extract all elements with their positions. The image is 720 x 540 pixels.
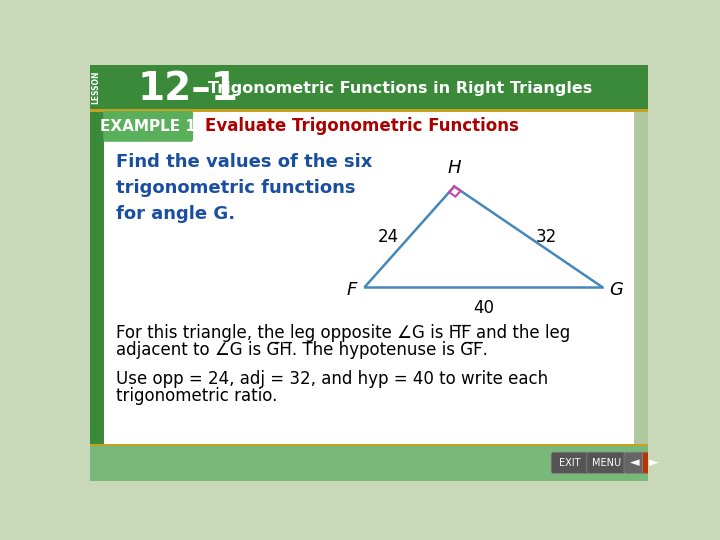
FancyBboxPatch shape	[624, 452, 646, 474]
Text: F: F	[347, 281, 357, 299]
FancyBboxPatch shape	[587, 452, 626, 474]
Text: H: H	[448, 159, 461, 177]
Text: For this triangle, the leg opposite ∠G is H̅F̅ and the leg: For this triangle, the leg opposite ∠G i…	[116, 325, 570, 342]
Text: Use opp = 24, adj = 32, and hyp = 40 to write each: Use opp = 24, adj = 32, and hyp = 40 to …	[116, 370, 548, 388]
Text: Find the values of the six
trigonometric functions
for angle G.: Find the values of the six trigonometric…	[116, 153, 372, 222]
Bar	[104, 112, 634, 444]
Text: ◄: ◄	[630, 456, 639, 469]
Text: Trigonometric Functions in Right Triangles: Trigonometric Functions in Right Triangl…	[208, 81, 592, 96]
Text: MENU: MENU	[592, 458, 621, 468]
Bar	[90, 446, 648, 481]
Text: adjacent to ∠G is G̅H̅. The hypotenuse is G̅F̅.: adjacent to ∠G is G̅H̅. The hypotenuse i…	[116, 341, 487, 359]
Bar	[90, 65, 648, 110]
Text: ►: ►	[649, 456, 658, 469]
Text: LESSON: LESSON	[91, 70, 101, 104]
Text: 32: 32	[536, 227, 557, 246]
Text: 24: 24	[378, 227, 399, 246]
Text: 12–1: 12–1	[138, 70, 239, 107]
Bar	[90, 112, 104, 481]
Text: EXAMPLE 1: EXAMPLE 1	[100, 119, 196, 134]
FancyBboxPatch shape	[642, 452, 665, 474]
Bar	[90, 444, 648, 446]
Text: trigonometric ratio.: trigonometric ratio.	[116, 387, 277, 406]
Text: G: G	[609, 281, 624, 299]
Bar	[634, 65, 648, 481]
Bar	[90, 110, 648, 112]
FancyBboxPatch shape	[551, 452, 588, 474]
Text: 40: 40	[473, 299, 494, 317]
FancyBboxPatch shape	[103, 111, 193, 142]
Text: EXIT: EXIT	[559, 458, 580, 468]
Text: Evaluate Trigonometric Functions: Evaluate Trigonometric Functions	[204, 117, 518, 136]
